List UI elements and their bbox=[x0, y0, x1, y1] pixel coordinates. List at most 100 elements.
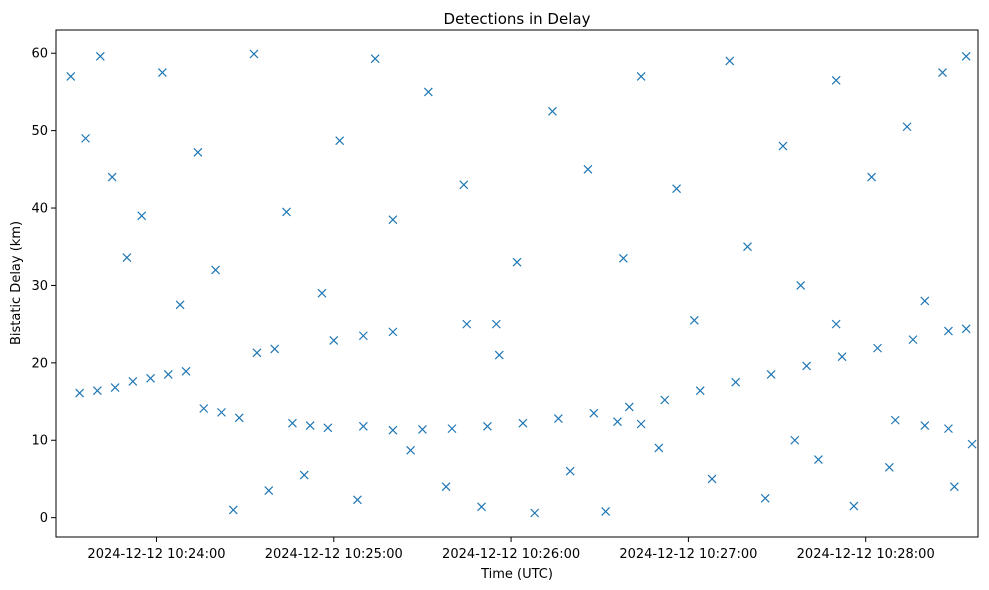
data-point bbox=[589, 408, 599, 418]
data-point bbox=[961, 324, 971, 334]
data-point bbox=[234, 413, 244, 423]
data-point bbox=[601, 507, 611, 516]
data-point bbox=[760, 493, 770, 503]
data-point bbox=[441, 482, 451, 492]
data-point bbox=[967, 439, 977, 449]
data-markers bbox=[66, 49, 977, 518]
data-point bbox=[938, 68, 947, 77]
data-point bbox=[583, 164, 593, 174]
data-point bbox=[358, 331, 368, 341]
chart-title: Detections in Delay bbox=[444, 10, 591, 28]
data-point bbox=[518, 418, 528, 428]
x-tick-label: 2024-12-12 10:26:00 bbox=[442, 547, 580, 562]
y-tick-label: 60 bbox=[31, 47, 48, 62]
data-point bbox=[447, 424, 457, 434]
data-point bbox=[317, 288, 327, 298]
plot-area-frame bbox=[55, 29, 979, 538]
data-point bbox=[884, 462, 894, 472]
data-point bbox=[944, 424, 953, 434]
data-point bbox=[689, 315, 699, 325]
data-point bbox=[483, 421, 492, 431]
data-point bbox=[548, 106, 557, 116]
data-point bbox=[264, 486, 274, 495]
data-point bbox=[613, 417, 622, 427]
data-point bbox=[128, 376, 138, 386]
data-point bbox=[175, 300, 185, 310]
data-point bbox=[146, 373, 155, 383]
data-point bbox=[193, 147, 203, 157]
data-point bbox=[228, 505, 238, 515]
data-point bbox=[388, 425, 398, 435]
y-axis-label: Bistatic Delay (km) bbox=[9, 221, 24, 345]
data-point bbox=[107, 172, 117, 182]
y-tick-label: 30 bbox=[31, 279, 48, 294]
data-point bbox=[636, 419, 646, 429]
x-tick-label: 2024-12-12 10:27:00 bbox=[619, 547, 757, 562]
data-point bbox=[944, 326, 953, 336]
data-point bbox=[831, 319, 841, 329]
data-point bbox=[796, 281, 806, 290]
data-point bbox=[766, 370, 776, 379]
data-point bbox=[890, 415, 900, 425]
data-point bbox=[459, 180, 469, 190]
data-point bbox=[329, 335, 339, 345]
data-point bbox=[358, 421, 368, 431]
data-point bbox=[352, 495, 362, 505]
data-point bbox=[305, 421, 315, 430]
data-point bbox=[618, 253, 628, 263]
y-tick-label: 50 bbox=[31, 124, 48, 139]
data-point bbox=[199, 404, 209, 413]
data-point bbox=[743, 242, 752, 252]
data-point bbox=[252, 348, 262, 358]
y-tick-label: 40 bbox=[31, 202, 48, 217]
data-point bbox=[211, 265, 221, 275]
data-point bbox=[157, 68, 167, 77]
data-point bbox=[813, 455, 823, 465]
data-point bbox=[270, 344, 280, 354]
x-axis-ticks: 2024-12-12 10:24:00 2024-12-12 10:25:00 20… bbox=[87, 537, 935, 562]
data-point bbox=[181, 366, 191, 376]
data-point bbox=[110, 383, 120, 393]
data-point bbox=[335, 136, 345, 146]
data-point bbox=[920, 296, 930, 306]
data-point bbox=[95, 51, 105, 61]
data-point bbox=[494, 350, 504, 360]
data-point bbox=[66, 72, 76, 81]
data-point bbox=[92, 386, 102, 396]
data-point bbox=[370, 54, 380, 64]
data-point bbox=[920, 421, 930, 430]
data-point bbox=[731, 377, 741, 387]
data-point bbox=[949, 482, 959, 492]
data-point bbox=[282, 207, 291, 217]
data-point bbox=[707, 474, 717, 484]
data-point bbox=[122, 253, 132, 262]
x-tick-label: 2024-12-12 10:25:00 bbox=[265, 547, 403, 562]
data-point bbox=[75, 388, 85, 398]
data-point bbox=[778, 141, 788, 151]
x-axis-label: Time (UTC) bbox=[480, 567, 553, 582]
data-point bbox=[323, 423, 333, 433]
data-point bbox=[565, 466, 575, 476]
data-point bbox=[406, 445, 416, 455]
y-axis-ticks: 0 10 20 30 40 50 60 bbox=[31, 47, 56, 526]
data-point bbox=[624, 402, 634, 412]
data-point bbox=[725, 56, 735, 66]
x-tick-label: 2024-12-12 10:24:00 bbox=[87, 547, 225, 562]
data-point bbox=[837, 352, 847, 362]
data-point bbox=[388, 327, 398, 337]
data-point bbox=[423, 87, 433, 97]
data-point bbox=[81, 133, 90, 143]
data-point bbox=[849, 501, 859, 511]
y-tick-label: 0 bbox=[40, 511, 48, 526]
data-point bbox=[137, 211, 147, 221]
data-point bbox=[530, 508, 540, 518]
data-point bbox=[163, 370, 173, 379]
data-point bbox=[873, 343, 882, 353]
data-point bbox=[388, 215, 398, 225]
data-point bbox=[672, 184, 682, 194]
data-point bbox=[654, 443, 664, 453]
data-point bbox=[553, 414, 563, 423]
data-point bbox=[491, 319, 501, 329]
data-point bbox=[902, 122, 912, 132]
